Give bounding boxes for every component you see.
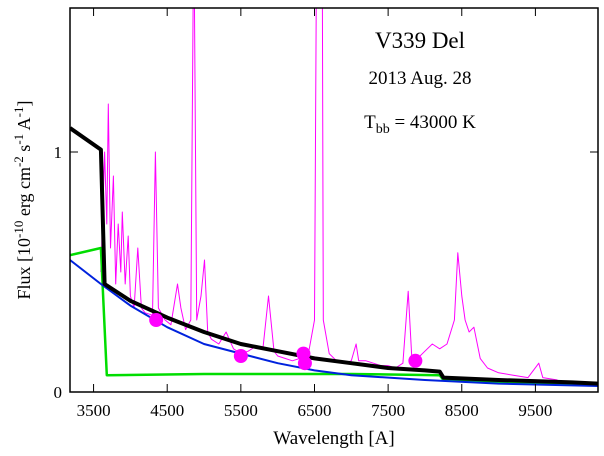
- data-point: [297, 356, 312, 371]
- x-tick-label: 9500: [518, 401, 552, 420]
- temperature-label: Tbb = 43000 K: [364, 112, 476, 137]
- annotation: V339 Del: [375, 28, 465, 53]
- series-line: [100, 8, 558, 381]
- plot-area: [70, 8, 598, 387]
- superscript: -10: [11, 221, 26, 238]
- x-tick-label: 3500: [77, 401, 111, 420]
- annotation: 2013 Aug. 28: [369, 68, 472, 89]
- label-part: Flux [10: [14, 238, 34, 300]
- data-point: [233, 349, 248, 363]
- superscript: -2: [11, 156, 26, 167]
- series-line: [70, 259, 598, 387]
- series-line: [70, 126, 598, 386]
- y-tick-label: 1: [54, 143, 63, 162]
- label-part: s: [14, 145, 34, 157]
- symbol: T: [364, 112, 376, 133]
- x-axis-label: Wavelength [A]: [273, 428, 394, 449]
- subscript: bb: [376, 122, 390, 137]
- x-tick-label: 6500: [297, 401, 331, 420]
- data-point: [408, 353, 423, 368]
- y-axis-label: Flux [10-10 erg cm-2 s-1 A-1]: [11, 100, 34, 299]
- label-part: erg cm: [14, 167, 34, 221]
- superscript: -1: [11, 134, 26, 145]
- x-tick-label: 4500: [150, 401, 184, 420]
- superscript: -1: [11, 106, 26, 117]
- label-part: ]: [14, 100, 34, 106]
- y-tick-label: 0: [54, 383, 63, 402]
- data-point: [149, 313, 164, 327]
- x-tick-label: 5500: [224, 401, 258, 420]
- label-part: A: [14, 117, 34, 134]
- x-tick-label: 8500: [445, 401, 479, 420]
- x-tick-label: 7500: [371, 401, 405, 420]
- text: = 43000 K: [390, 112, 476, 133]
- plot-frame: [69, 7, 599, 393]
